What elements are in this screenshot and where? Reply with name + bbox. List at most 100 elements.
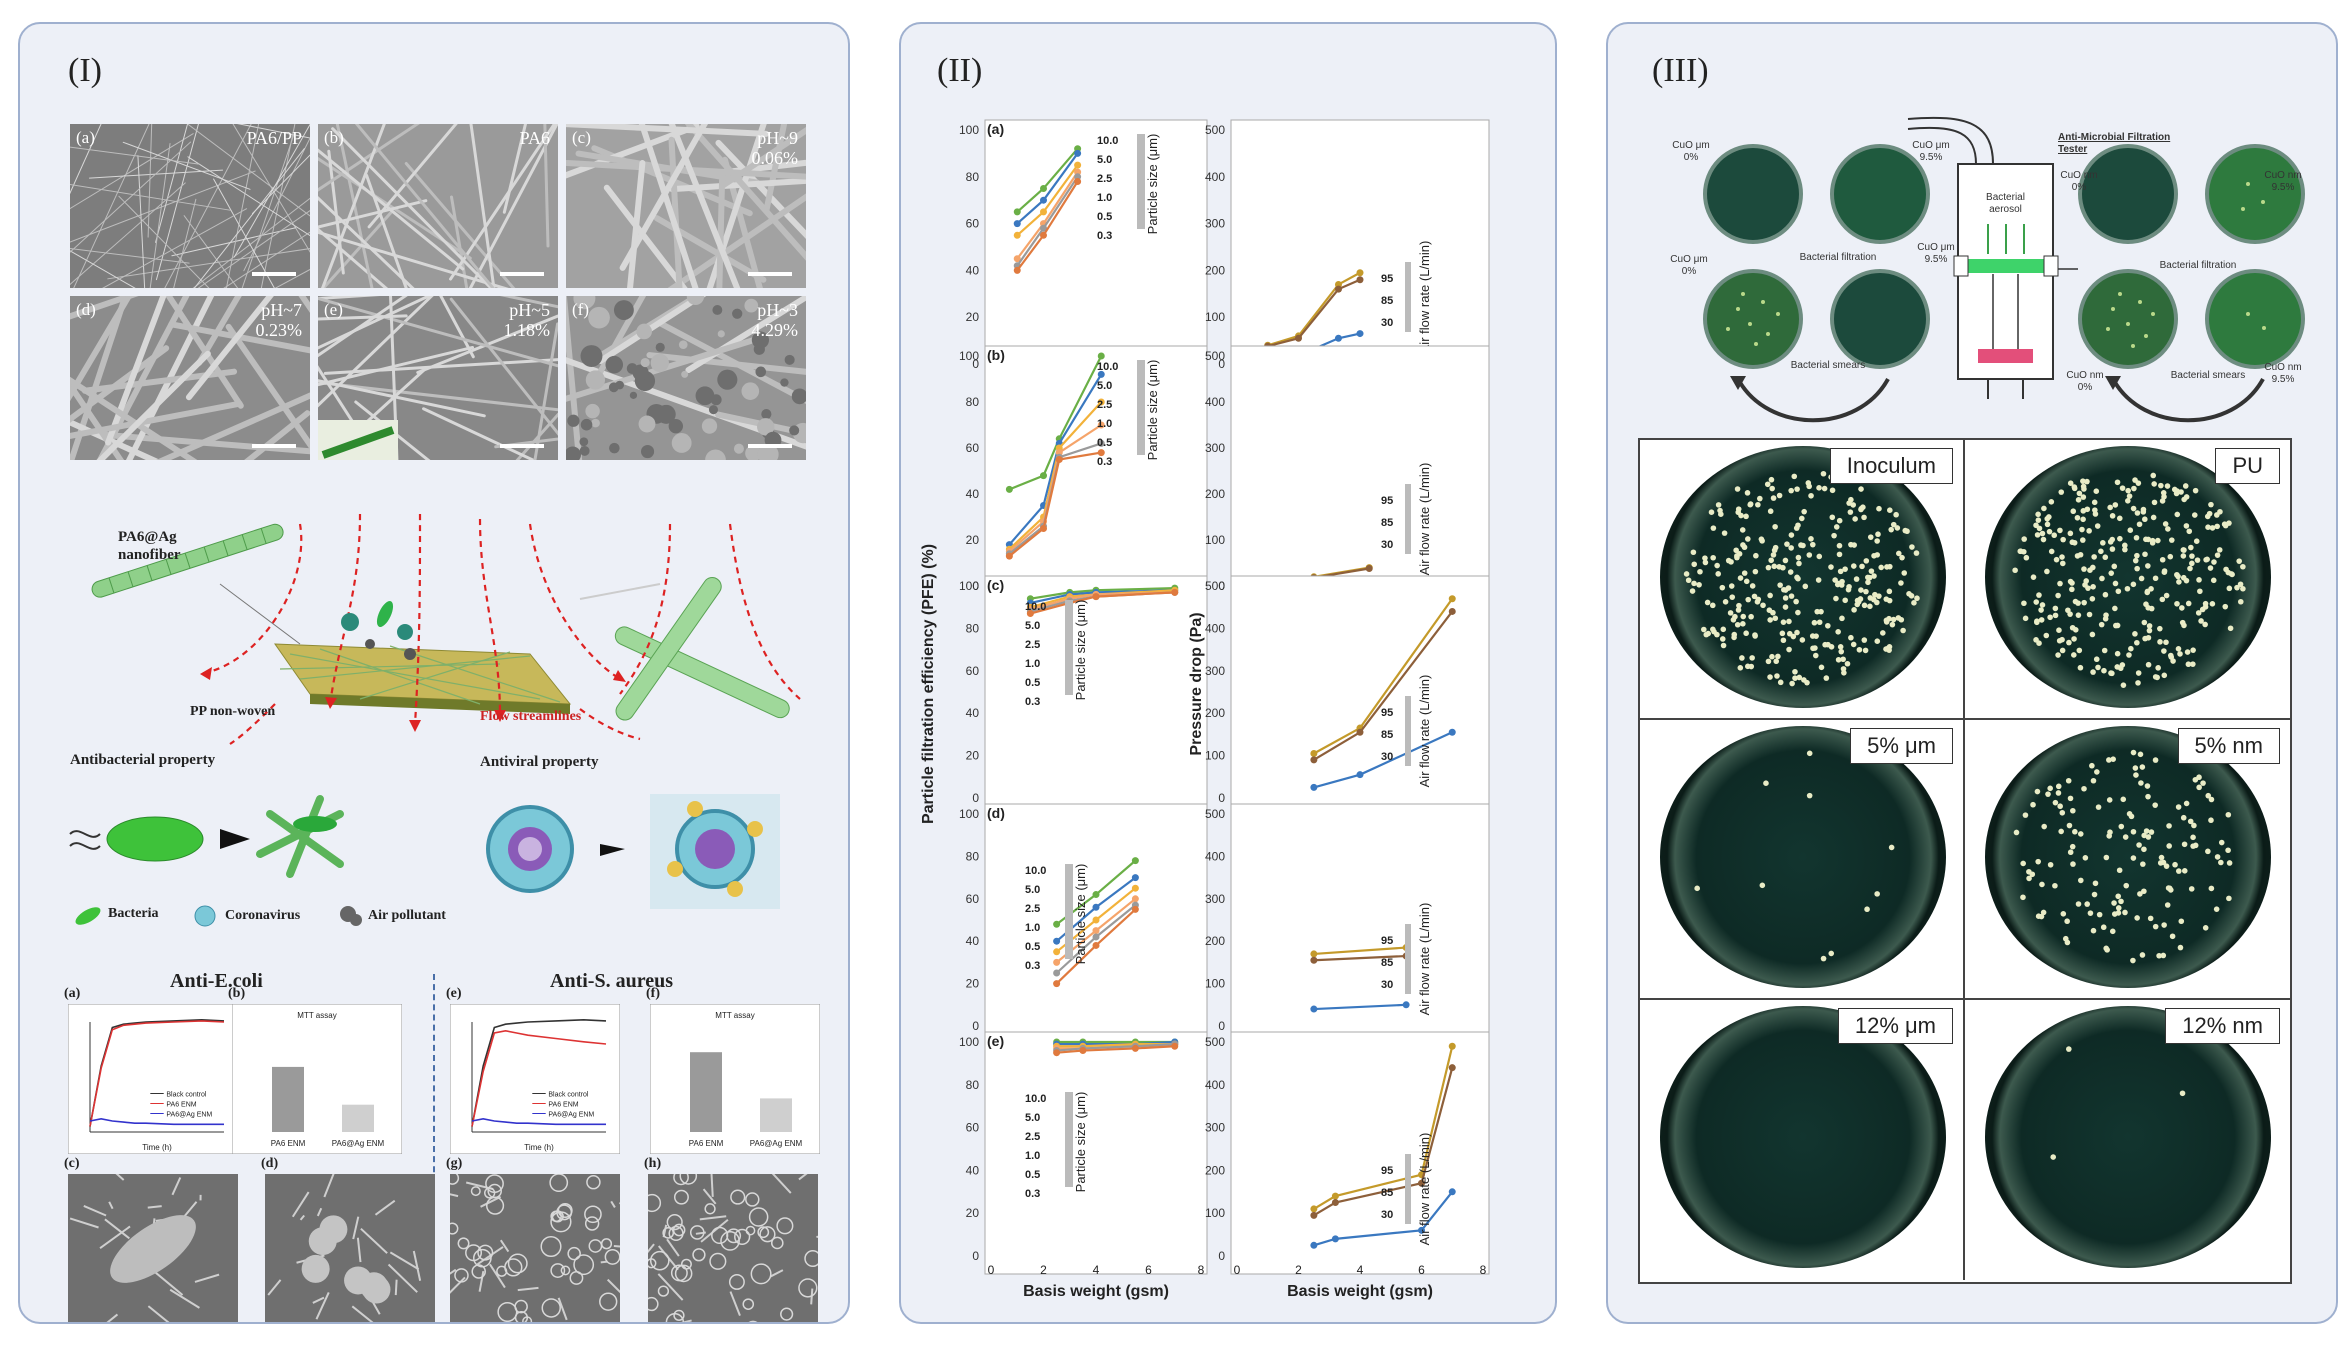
colony	[1886, 597, 1893, 604]
colony	[1816, 553, 1823, 560]
pressure-data-point	[1365, 565, 1373, 573]
x-tick: 2	[1040, 1263, 1047, 1277]
colony	[1809, 633, 1816, 639]
colony	[2101, 647, 2108, 654]
colony	[1743, 578, 1750, 585]
pfe-data-point	[1053, 1049, 1061, 1057]
colony	[2060, 911, 2067, 917]
pressure-data-point	[1356, 276, 1364, 284]
colony	[1776, 563, 1783, 570]
size-legend-value: 0.3	[1097, 230, 1112, 242]
colony	[2240, 563, 2246, 570]
pfe-data-point	[1092, 903, 1100, 911]
dish-label: 5% nm	[2177, 728, 2280, 764]
colony	[1821, 485, 1828, 492]
pfe-data-point	[1131, 874, 1139, 882]
colony	[2183, 494, 2190, 500]
colony	[2022, 812, 2029, 818]
colony	[2087, 910, 2094, 916]
flow-legend-value: 30	[1381, 1209, 1393, 1221]
flow-legend-value: 95	[1381, 1165, 1393, 1177]
pressure-data-point	[1334, 285, 1342, 293]
scale-bar	[252, 444, 296, 448]
pfe-y-tick: 20	[966, 533, 980, 547]
colony	[1871, 573, 1877, 579]
colony	[1874, 538, 1880, 544]
pfe-data-point	[1097, 439, 1105, 447]
pfe-data-point	[1040, 525, 1047, 532]
colony	[1796, 674, 1803, 681]
x-tick: 6	[1145, 1263, 1152, 1277]
colony	[1906, 591, 1912, 597]
sem-image-tile: (b) PA6	[318, 124, 558, 288]
antiviral-label: Antiviral property	[480, 754, 599, 770]
colony	[2053, 556, 2060, 563]
colony	[2114, 664, 2121, 670]
colony	[2155, 665, 2161, 671]
colony	[2070, 807, 2076, 814]
colony	[1896, 550, 1902, 557]
colony	[2069, 624, 2076, 631]
colony	[1883, 617, 1890, 624]
colonies	[1660, 1006, 1946, 1268]
flow-legend-value: 95	[1381, 707, 1393, 719]
pfe-plot-frame	[984, 119, 1208, 383]
mtt-bar-category: PA6 ENM	[689, 1139, 724, 1148]
colony	[2109, 928, 2116, 935]
pressure-data-point	[1448, 728, 1456, 736]
colony	[2089, 631, 2096, 638]
colony	[2118, 898, 2124, 905]
colony	[2114, 479, 2121, 486]
sem-bacteria-texture	[642, 1161, 831, 1322]
colony	[1782, 595, 1789, 601]
colony	[2057, 803, 2063, 810]
colony	[2137, 891, 2143, 897]
sem-tile-label: pH~7 0.23%	[255, 300, 303, 340]
colony	[2145, 793, 2151, 800]
colony	[1839, 578, 1845, 585]
panel-i-title: (I)	[68, 52, 102, 89]
pressure-plot-frame	[1230, 119, 1490, 383]
colony	[2093, 656, 2100, 663]
sem-bacteria-image: (d)	[261, 1156, 435, 1322]
colony	[2119, 485, 2126, 491]
pfe-plot-frame	[984, 575, 1208, 817]
colony	[2080, 494, 2087, 500]
colony	[2134, 510, 2141, 516]
colony	[1787, 569, 1794, 575]
colony	[2165, 526, 2171, 532]
sem-tile-letter: (b)	[324, 128, 344, 147]
colony	[2205, 848, 2211, 855]
colony	[2041, 505, 2047, 512]
colony	[2181, 868, 2188, 874]
colony	[2080, 537, 2086, 543]
colony	[1751, 593, 1758, 600]
pressure-data-point	[1310, 1241, 1318, 1249]
size-legend-value: 0.3	[1025, 960, 1040, 972]
colonies	[2050, 1046, 2186, 1160]
colony	[2166, 823, 2172, 829]
colony	[2059, 636, 2065, 643]
flow-legend-value: 95	[1381, 495, 1393, 507]
colony	[2205, 792, 2212, 799]
colony	[2189, 560, 2195, 567]
pressure-data-point	[1448, 607, 1456, 615]
colony	[1816, 485, 1822, 491]
colony	[2058, 489, 2065, 495]
sem-image-tile: (a) PA6/PP	[70, 124, 310, 288]
colony	[1858, 486, 1864, 492]
size-legend-title: Particle size (μm)	[1145, 360, 1160, 461]
colony	[2041, 823, 2047, 830]
colony	[1842, 597, 1848, 604]
pfe-data-point	[1092, 916, 1100, 924]
pfe-y-tick: 40	[966, 263, 980, 277]
pfe-data-point	[1040, 196, 1047, 204]
colony	[2111, 900, 2117, 906]
flow-legend-title: Air flow rate (L/min)	[1417, 463, 1432, 576]
colony	[2012, 567, 2018, 574]
growth-curve-chart: (e) Black control PA6 ENM PA6@Ag ENM Time (h…	[446, 986, 621, 1155]
colony	[2086, 528, 2092, 534]
colony	[2186, 528, 2193, 535]
colony	[2093, 488, 2100, 494]
colony	[2151, 481, 2157, 487]
